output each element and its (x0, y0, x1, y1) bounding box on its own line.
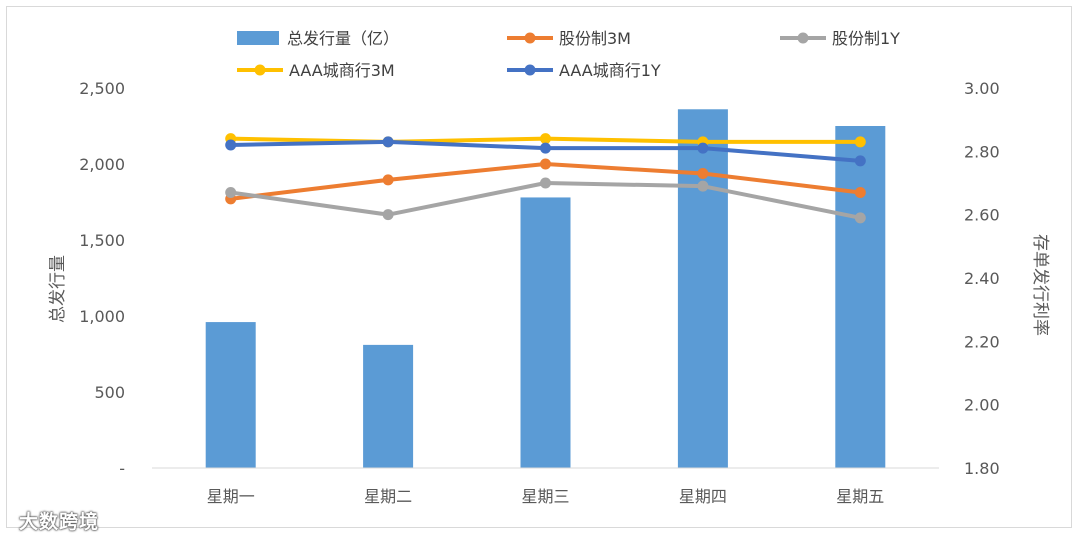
y-left-axis-title: 总发行量 (48, 255, 68, 323)
bar-1 (205, 322, 256, 468)
watermark-logo: 大数跨境 (19, 511, 100, 533)
y-right-tick-label: 2.60 (964, 206, 1000, 225)
y-left-tick-label: - (119, 459, 125, 478)
series-4-point-1 (225, 139, 237, 151)
series-4-point-3 (540, 142, 551, 154)
series-1-point-3 (540, 158, 551, 170)
lines-layer (225, 133, 866, 224)
series-4-point-2 (382, 136, 394, 148)
legend-swatch-marker (524, 32, 536, 44)
x-tick-label: 星期二 (364, 487, 412, 506)
legend-swatch-marker (254, 64, 266, 76)
legend-label: 总发行量（亿） (287, 29, 399, 48)
bar-3 (520, 197, 571, 468)
y-left-tick-label: 1,000 (79, 307, 125, 326)
series-1-point-2 (382, 174, 394, 186)
x-tick-label: 星期五 (836, 487, 884, 506)
y-right-tick-label: 2.00 (964, 396, 1000, 415)
y-left-tick-label: 2,000 (79, 155, 125, 174)
y-left-tick-label: 500 (94, 383, 125, 402)
series-3-point-5 (854, 136, 866, 148)
y-left-axis-ticks: - 500 1,000 1,500 2,000 2,500 (79, 79, 125, 478)
bar-2 (363, 344, 414, 468)
y-right-tick-label: 1.80 (964, 459, 1000, 478)
series-2-point-5 (854, 212, 866, 224)
series-2-point-1 (225, 187, 237, 198)
x-tick-label: 星期四 (679, 487, 727, 506)
chart-frame: 星期一 星期二 星期三 星期四 星期五 - 500 1,000 1,500 2,000 2,500… (6, 6, 1072, 533)
x-tick-label: 星期一 (207, 487, 255, 506)
bar-4 (677, 109, 728, 468)
legend-swatch-bar (237, 31, 279, 45)
series-4-point-5 (854, 155, 866, 167)
series-2-point-3 (540, 177, 551, 189)
y-left-tick-label: 1,500 (79, 231, 125, 250)
bar-5 (835, 126, 886, 468)
legend-label: 股份制1Y (832, 29, 900, 48)
y-right-axis-title: 存单发行利率 (1030, 234, 1050, 336)
legend-label: AAA城商行3M (289, 61, 395, 80)
legend-label: AAA城商行1Y (559, 61, 661, 80)
y-right-axis-ticks: 1.80 2.00 2.20 2.40 2.60 2.80 3.00 (964, 79, 1000, 478)
x-axis-ticks: 星期一 星期二 星期三 星期四 星期五 (207, 487, 885, 506)
y-left-tick-label: 2,500 (79, 79, 125, 98)
legend-swatch-marker (524, 64, 536, 76)
y-right-tick-label: 2.20 (964, 332, 1000, 351)
series-2-point-4 (697, 180, 709, 192)
legend: 总发行量（亿） 股份制3M 股份制1Y AAA城商行3M AAA城商行1Y (237, 29, 900, 80)
series-1-point-5 (854, 187, 866, 198)
series-4-point-4 (697, 142, 709, 154)
y-right-tick-label: 2.80 (964, 142, 1000, 161)
legend-swatch-marker (797, 32, 809, 44)
series-1-point-4 (697, 168, 709, 179)
combo-chart: 星期一 星期二 星期三 星期四 星期五 - 500 1,000 1,500 2,000 2,500… (48, 29, 1050, 506)
series-3-point-3 (540, 133, 551, 145)
x-tick-label: 星期三 (521, 487, 569, 506)
series-2-point-2 (382, 209, 394, 221)
y-right-tick-label: 2.40 (964, 269, 1000, 288)
y-right-tick-label: 3.00 (964, 79, 1000, 98)
legend-label: 股份制3M (559, 29, 631, 48)
